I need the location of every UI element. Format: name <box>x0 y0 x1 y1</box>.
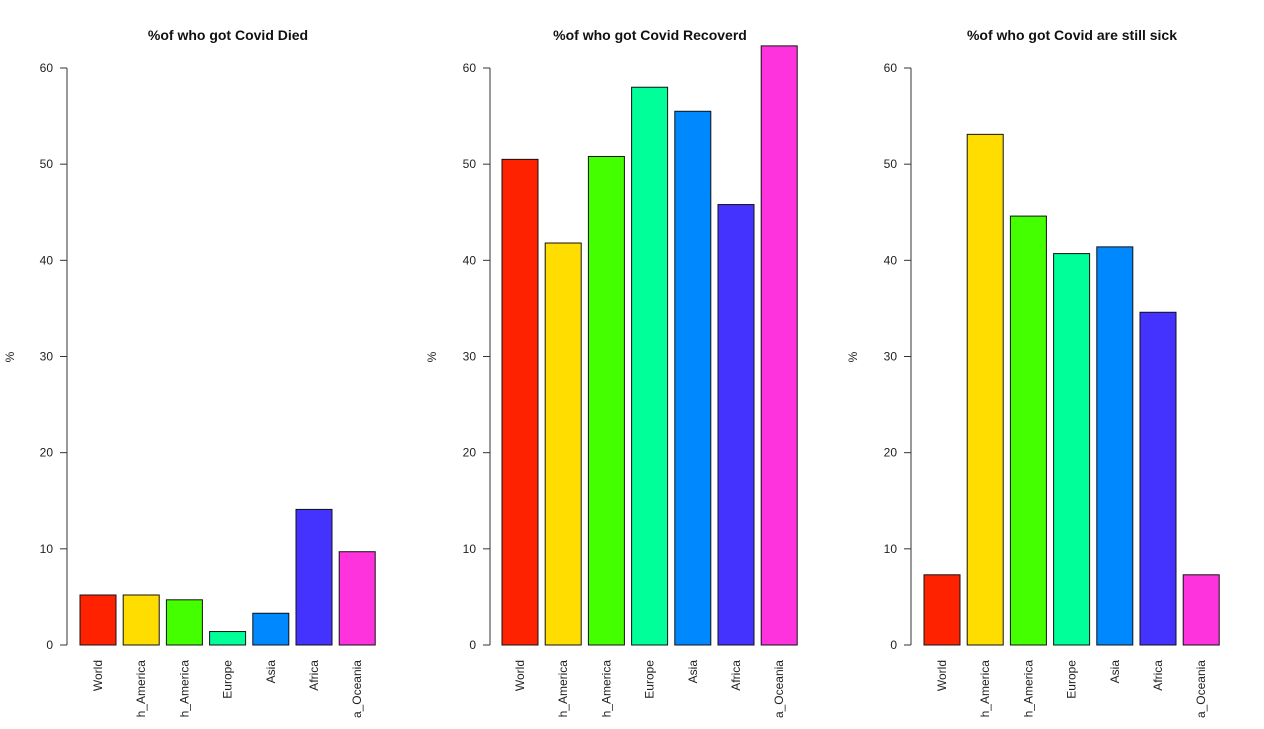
bar-3 <box>165 599 203 646</box>
bar-6 <box>1139 311 1177 646</box>
y-tick-label: 60 <box>40 61 54 75</box>
y-tick-label: 60 <box>463 61 477 75</box>
y-tick-label: 30 <box>463 350 477 364</box>
x-tick-label: h_America <box>978 660 992 718</box>
bar-4 <box>209 631 247 646</box>
bar-4 <box>631 86 669 646</box>
bar-2 <box>122 594 160 646</box>
y-tick-label: 60 <box>884 61 898 75</box>
x-tick-label: Asia <box>686 660 700 684</box>
y-tick-label: 10 <box>884 542 898 556</box>
bar-4 <box>1053 253 1091 646</box>
x-tick-label: Africa <box>729 660 743 691</box>
y-tick-label: 10 <box>463 542 477 556</box>
y-tick-label: 30 <box>40 350 54 364</box>
bar-5 <box>252 612 290 646</box>
bar-6 <box>717 204 755 646</box>
x-tick-label: World <box>935 660 949 691</box>
x-tick-label: Asia <box>264 660 278 684</box>
y-tick-label: 0 <box>469 638 476 652</box>
bar-3 <box>587 155 625 646</box>
y-tick-label: 20 <box>463 446 477 460</box>
x-tick-label: Asia <box>1108 660 1122 684</box>
x-tick-label: a_Oceania <box>1194 660 1208 718</box>
bar-3 <box>1009 215 1047 646</box>
x-tick-label: h_America <box>1021 660 1035 718</box>
y-tick-label: 0 <box>46 638 53 652</box>
chart-title: %of who got Covid are still sick <box>967 27 1177 43</box>
x-tick-label: Africa <box>307 660 321 691</box>
x-tick-label: h_America <box>134 660 148 718</box>
x-tick-label: Europe <box>1065 660 1079 699</box>
bar-7 <box>338 551 376 646</box>
y-tick-label: 10 <box>40 542 54 556</box>
bar-7 <box>760 45 798 646</box>
x-tick-label: World <box>513 660 527 691</box>
x-tick-label: Europe <box>221 660 235 699</box>
chart-title: %of who got Covid Died <box>148 27 308 43</box>
y-tick-label: 40 <box>40 253 54 267</box>
y-tick-label: 40 <box>463 253 477 267</box>
y-tick-label: 20 <box>40 446 54 460</box>
y-tick-label: 30 <box>884 350 898 364</box>
x-tick-label: a_Oceania <box>350 660 364 718</box>
chart-panel-3: %of who got Covid are still sick 0 10 20 30 4… <box>846 27 1220 718</box>
bar-2 <box>544 242 582 646</box>
bar-5 <box>1096 246 1134 646</box>
x-tick-label: h_America <box>599 660 613 718</box>
x-tick-label: a_Oceania <box>772 660 786 718</box>
y-axis-label: % <box>3 351 17 362</box>
chart-title: %of who got Covid Recoverd <box>553 27 747 43</box>
y-tick-label: 0 <box>890 638 897 652</box>
bar-7 <box>1182 574 1220 646</box>
bar-1 <box>923 574 961 646</box>
bar-5 <box>674 110 712 646</box>
y-tick-label: 50 <box>463 157 477 171</box>
y-axis-label: % <box>846 351 860 362</box>
y-tick-label: 50 <box>40 157 54 171</box>
y-axis-label: % <box>425 351 439 362</box>
chart-panel-1: %of who got Covid Died 0 10 20 30 40 50 60% Worl… <box>3 27 376 718</box>
chart-panel-2: %of who got Covid Recoverd 0 10 20 30 40 50 60%… <box>425 27 798 718</box>
y-tick-label: 50 <box>884 157 898 171</box>
y-tick-label: 40 <box>884 253 898 267</box>
x-tick-label: Europe <box>643 660 657 699</box>
bar-6 <box>295 508 333 646</box>
x-tick-label: h_America <box>177 660 191 718</box>
bar-2 <box>966 133 1004 646</box>
bar-1 <box>79 594 117 646</box>
y-tick-label: 20 <box>884 446 898 460</box>
x-tick-label: Africa <box>1151 660 1165 691</box>
x-tick-label: h_America <box>556 660 570 718</box>
bar-1 <box>501 158 539 646</box>
x-tick-label: World <box>91 660 105 691</box>
